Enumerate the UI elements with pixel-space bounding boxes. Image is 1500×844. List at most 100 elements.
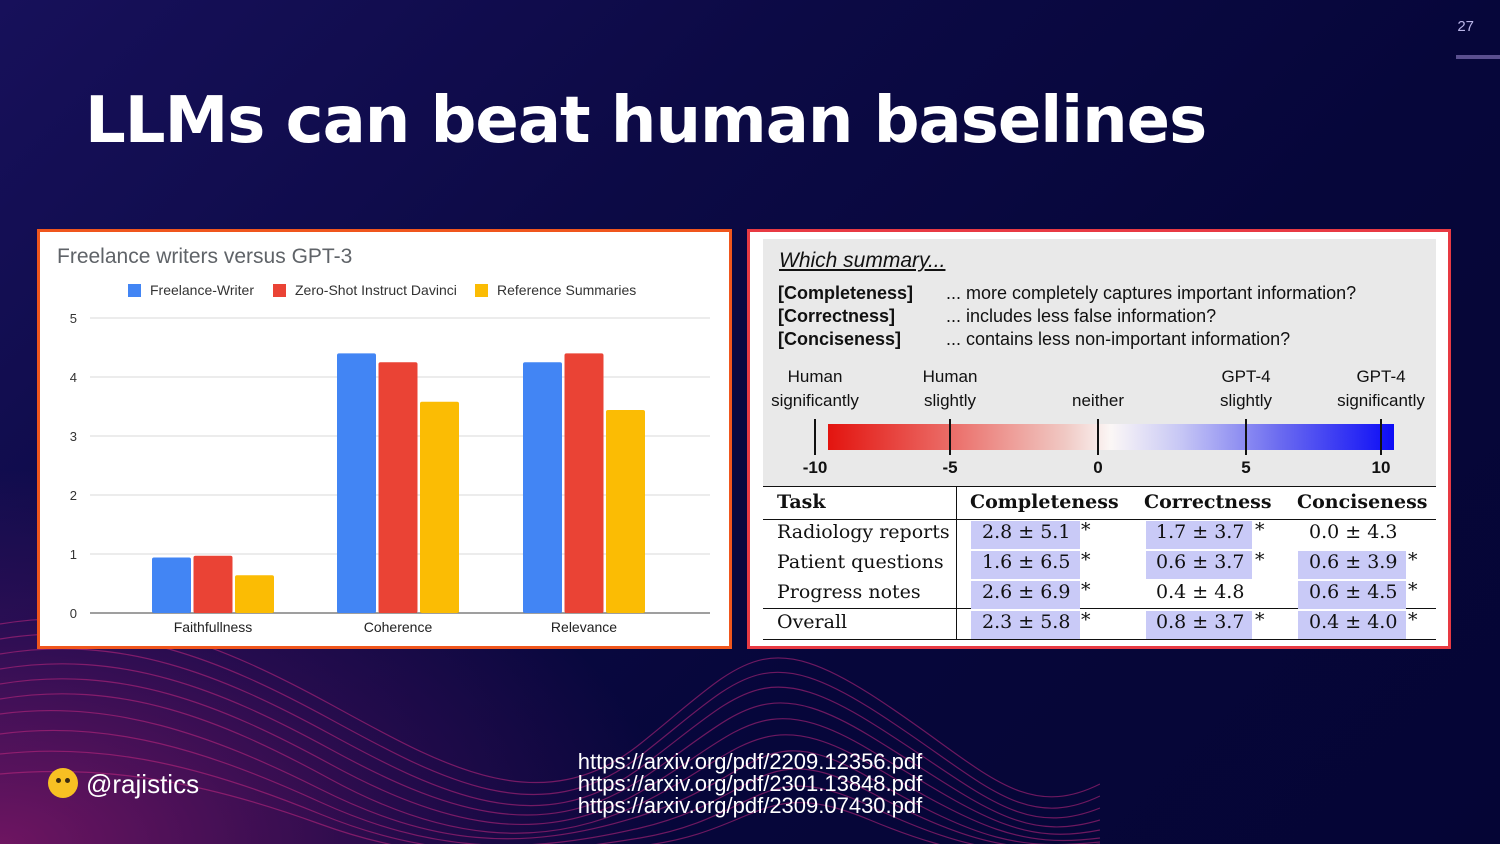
bar bbox=[378, 362, 418, 613]
significance-marker: * bbox=[1255, 609, 1265, 631]
y-tick-label: 5 bbox=[70, 311, 77, 326]
table-cell-completeness: 2.3 ± 5.8 bbox=[982, 611, 1071, 633]
evaluation-panel: Which summary... [Completeness] ... more … bbox=[747, 229, 1451, 649]
bar bbox=[337, 353, 376, 613]
bar bbox=[523, 362, 562, 613]
significance-marker: * bbox=[1081, 579, 1091, 601]
significance-marker: * bbox=[1081, 519, 1091, 541]
cell-highlight bbox=[971, 611, 1080, 639]
author-handle: @rajistics bbox=[48, 768, 199, 800]
table-header-correctness: Correctness bbox=[1144, 491, 1272, 513]
x-tick-label: Coherence bbox=[364, 619, 433, 635]
table-cell-correctness: 0.4 ± 4.8 bbox=[1156, 581, 1245, 603]
table-cell-correctness: 1.7 ± 3.7 bbox=[1156, 521, 1245, 543]
table-header-task: Task bbox=[777, 491, 826, 513]
significance-marker: * bbox=[1408, 609, 1418, 631]
scale-tick bbox=[814, 419, 816, 455]
significance-marker: * bbox=[1255, 519, 1265, 541]
legend-swatch bbox=[475, 284, 488, 297]
bar-chart: Freelance writers versus GPT-3 Freelance-… bbox=[57, 245, 710, 635]
decorative-waves bbox=[0, 618, 1100, 844]
slide-number: 27 bbox=[1457, 18, 1474, 35]
scale-label-line2: significantly bbox=[771, 391, 859, 410]
legend-label: Zero-Shot Instruct Davinci bbox=[295, 282, 457, 298]
reference-link[interactable]: https://arxiv.org/pdf/2309.07430.pdf bbox=[577, 793, 923, 818]
scale-label-gpt4-significantly: GPT-4 significantly bbox=[1337, 365, 1425, 413]
significance-marker: * bbox=[1408, 579, 1418, 601]
table-cell-completeness: 1.6 ± 6.5 bbox=[982, 551, 1071, 573]
reference-link[interactable]: https://arxiv.org/pdf/2301.13848.pdf bbox=[577, 771, 923, 796]
cell-highlight bbox=[1146, 611, 1252, 639]
criterion-key: [Completeness] bbox=[778, 283, 914, 303]
reference-link[interactable]: https://arxiv.org/pdf/2209.12356.pdf bbox=[577, 749, 923, 774]
y-tick-label: 3 bbox=[70, 429, 77, 444]
table-cell-completeness: 2.8 ± 5.1 bbox=[982, 521, 1071, 543]
scale-label-line2: neither bbox=[1072, 391, 1124, 410]
cell-highlight bbox=[1298, 611, 1406, 639]
scale-tick-label: 10 bbox=[1371, 458, 1391, 477]
reference-links: https://arxiv.org/pdf/2209.12356.pdf htt… bbox=[540, 751, 960, 817]
legend-label: Freelance-Writer bbox=[150, 282, 254, 298]
table-cell-correctness: 0.6 ± 3.7 bbox=[1156, 551, 1245, 573]
criterion-correctness: [Correctness] ... includes less false inf… bbox=[778, 306, 1216, 327]
hugging-face-icon bbox=[48, 768, 78, 798]
table-cell-conciseness: 0.6 ± 3.9 bbox=[1309, 551, 1398, 573]
table-rule bbox=[763, 608, 1436, 609]
criterion-completeness: [Completeness] ... more completely captur… bbox=[778, 283, 1356, 304]
bar bbox=[420, 401, 459, 613]
chart-title: Freelance writers versus GPT-3 bbox=[57, 245, 352, 268]
bar bbox=[152, 557, 191, 613]
table-header-conciseness: Conciseness bbox=[1297, 491, 1428, 513]
y-tick-label: 4 bbox=[70, 370, 77, 385]
legend-swatch bbox=[128, 284, 141, 297]
y-tick-label: 2 bbox=[70, 488, 77, 503]
table-cell-completeness: 2.6 ± 6.9 bbox=[982, 581, 1071, 603]
bar bbox=[564, 353, 604, 613]
preference-gradient-bar bbox=[828, 424, 1394, 450]
criterion-key: [Correctness] bbox=[778, 306, 896, 326]
scale-tick bbox=[1245, 419, 1247, 455]
legend-label: Reference Summaries bbox=[497, 282, 636, 298]
table-cell-conciseness: 0.4 ± 4.0 bbox=[1309, 611, 1398, 633]
cell-highlight bbox=[1146, 551, 1252, 579]
criterion-conciseness: [Conciseness] ... contains less non-impor… bbox=[778, 329, 1290, 350]
significance-marker: * bbox=[1081, 549, 1091, 571]
table-rule bbox=[763, 486, 1436, 487]
significance-marker: * bbox=[1408, 549, 1418, 571]
x-tick-label: Faithfullness bbox=[174, 619, 253, 635]
bar bbox=[235, 575, 274, 613]
scale-tick bbox=[1380, 419, 1382, 455]
table-cell-task: Patient questions bbox=[777, 551, 944, 573]
table-cell-task: Overall bbox=[777, 611, 848, 633]
cell-highlight bbox=[971, 581, 1080, 609]
table-cell-task: Progress notes bbox=[777, 581, 921, 603]
scale-tick-label: -5 bbox=[942, 458, 958, 477]
table-header-completeness: Completeness bbox=[970, 491, 1119, 513]
scale-label-line2: slightly bbox=[1220, 391, 1272, 410]
significance-marker: * bbox=[1255, 549, 1265, 571]
table-cell-task: Radiology reports bbox=[777, 521, 950, 543]
criterion-text: ... contains less non-important informat… bbox=[946, 329, 1291, 349]
scale-label-line1: GPT-4 bbox=[1221, 367, 1271, 386]
survey-heading: Which summary... bbox=[779, 249, 946, 272]
scale-tick-label: -10 bbox=[802, 458, 828, 477]
scale-tick bbox=[949, 419, 951, 455]
legend-swatch bbox=[273, 284, 286, 297]
results-table: Task Completeness Correctness Concisenes… bbox=[763, 486, 1436, 640]
significance-marker: * bbox=[1081, 609, 1091, 631]
bar bbox=[606, 410, 645, 613]
y-tick-label: 0 bbox=[70, 606, 77, 621]
cell-highlight bbox=[1298, 581, 1406, 609]
scale-label-human-significantly: Human significantly bbox=[771, 365, 859, 413]
table-cell-conciseness: 0.6 ± 4.5 bbox=[1309, 581, 1398, 603]
table-cell-correctness: 0.8 ± 3.7 bbox=[1156, 611, 1245, 633]
table-divider bbox=[956, 486, 957, 640]
scale-label-line1: GPT-4 bbox=[1356, 367, 1406, 386]
table-rule bbox=[763, 639, 1436, 640]
criterion-text: ... includes less false information? bbox=[946, 306, 1217, 326]
slide-title: LLMs can beat human baselines bbox=[85, 84, 1207, 158]
scale-label-gpt4-slightly: GPT-4 slightly bbox=[1220, 365, 1272, 413]
cell-highlight bbox=[1298, 551, 1406, 579]
table-rule bbox=[763, 519, 1436, 520]
bar-chart-panel: Freelance writers versus GPT-3 Freelance-… bbox=[37, 229, 732, 649]
